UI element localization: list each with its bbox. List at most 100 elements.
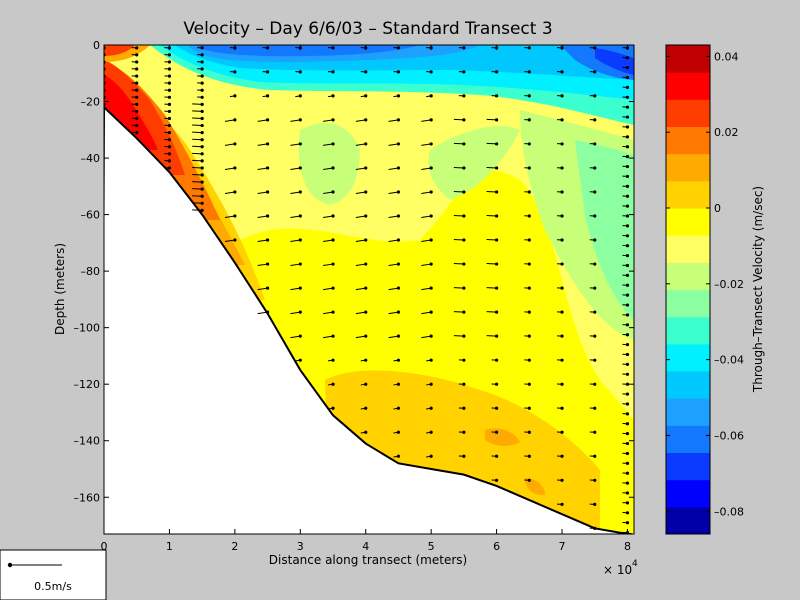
velocity-point [135, 109, 139, 114]
velocity-vector [388, 239, 399, 243]
velocity-point [625, 323, 630, 327]
velocity-point [527, 430, 531, 434]
velocity-point [527, 214, 531, 218]
velocity-point [625, 481, 630, 485]
velocity-point [625, 412, 630, 416]
velocity-point [593, 238, 597, 242]
velocity-point [331, 214, 335, 218]
y-tick-label: –100 [74, 322, 101, 335]
velocity-vector [290, 119, 301, 122]
velocity-point [396, 70, 401, 74]
colorbar-swatch [666, 180, 710, 209]
velocity-point [625, 293, 630, 297]
velocity-vector [388, 191, 399, 194]
contour-orange-bottom-deep [485, 428, 520, 446]
velocity-point [593, 142, 597, 146]
velocity-point [625, 451, 630, 456]
velocity-point [364, 286, 368, 290]
velocity-point [429, 166, 433, 170]
velocity-point [560, 142, 564, 146]
y-tick-label: –80 [81, 265, 101, 278]
velocity-point [527, 406, 531, 410]
velocity-vector [257, 119, 268, 122]
velocity-point [200, 166, 204, 170]
velocity-point [233, 190, 237, 194]
velocity-vector [323, 143, 334, 146]
colorbar-swatch [666, 72, 710, 100]
velocity-point [364, 382, 368, 386]
x-tick-label: 1 [166, 540, 173, 553]
velocity-point [527, 358, 531, 362]
velocity-vector [355, 167, 366, 170]
colorbar-tick-label: –0.04 [714, 354, 744, 367]
velocity-point [494, 382, 499, 386]
velocity-vector [323, 167, 334, 170]
colorbar-swatch [666, 99, 710, 127]
x-tick-label: 6 [493, 540, 500, 553]
velocity-point [200, 102, 204, 106]
velocity-point [625, 432, 630, 436]
velocity-vector [323, 191, 334, 194]
velocity-point [593, 526, 597, 530]
colorbar-label: Through–Transect Velocity (m/sec) [751, 186, 765, 393]
velocity-point [593, 358, 597, 362]
velocity-point [527, 166, 531, 170]
velocity-point [167, 109, 172, 114]
velocity-vector [421, 167, 432, 170]
velocity-point [625, 471, 630, 475]
velocity-point [200, 201, 204, 205]
velocity-point [527, 382, 531, 386]
velocity-vector [257, 287, 268, 291]
velocity-point [462, 286, 466, 290]
velocity-vector [355, 287, 366, 291]
colorbar: 0.04 0.02 0 –0.02 –0.04 –0.06 –0.08 [666, 45, 744, 535]
colorbar-swatch [666, 452, 710, 481]
velocity-point [200, 53, 204, 57]
velocity-point [167, 123, 172, 128]
x-tick-label: 8 [624, 540, 631, 553]
velocity-point [265, 70, 270, 74]
velocity-vector [323, 119, 334, 122]
velocity-vector [323, 263, 334, 267]
velocity-point [625, 521, 630, 525]
velocity-point [364, 118, 368, 122]
velocity-point [625, 303, 630, 307]
velocity-point [200, 74, 204, 78]
velocity-point [331, 382, 335, 386]
velocity-point [298, 358, 302, 362]
velocity-point [135, 131, 139, 135]
colorbar-swatch [666, 343, 710, 372]
velocity-point [625, 115, 630, 119]
velocity-point [625, 343, 630, 347]
velocity-point [625, 491, 630, 495]
contour-orange-bottom-deep2 [525, 478, 545, 496]
velocity-point [298, 166, 302, 170]
velocity-point [200, 60, 204, 64]
colorbar-swatch [666, 126, 710, 155]
colorbar-swatch [666, 479, 710, 508]
velocity-point [429, 406, 433, 410]
velocity-point [462, 142, 466, 146]
velocity-vector [257, 263, 268, 267]
colorbar-tick-label: –0.02 [714, 278, 744, 291]
velocity-point [135, 81, 139, 85]
velocity-point [560, 382, 564, 386]
velocity-point [593, 310, 597, 314]
velocity-point [331, 94, 335, 98]
velocity-point [625, 95, 630, 99]
velocity-point [396, 166, 401, 170]
velocity-vector [290, 191, 301, 194]
vector-scale-origin [7, 562, 13, 568]
colorbar-swatch [666, 425, 710, 453]
velocity-vector [421, 239, 432, 243]
y-axis-label: Depth (meters) [53, 243, 67, 335]
velocity-point [233, 70, 237, 74]
velocity-point [298, 334, 302, 338]
velocity-point [494, 406, 499, 410]
velocity-vector [290, 335, 301, 339]
velocity-vector [290, 167, 301, 170]
velocity-point [200, 208, 204, 212]
colorbar-tick-label: –0.06 [714, 429, 744, 442]
velocity-point [560, 406, 564, 410]
velocity-vector [421, 263, 432, 267]
